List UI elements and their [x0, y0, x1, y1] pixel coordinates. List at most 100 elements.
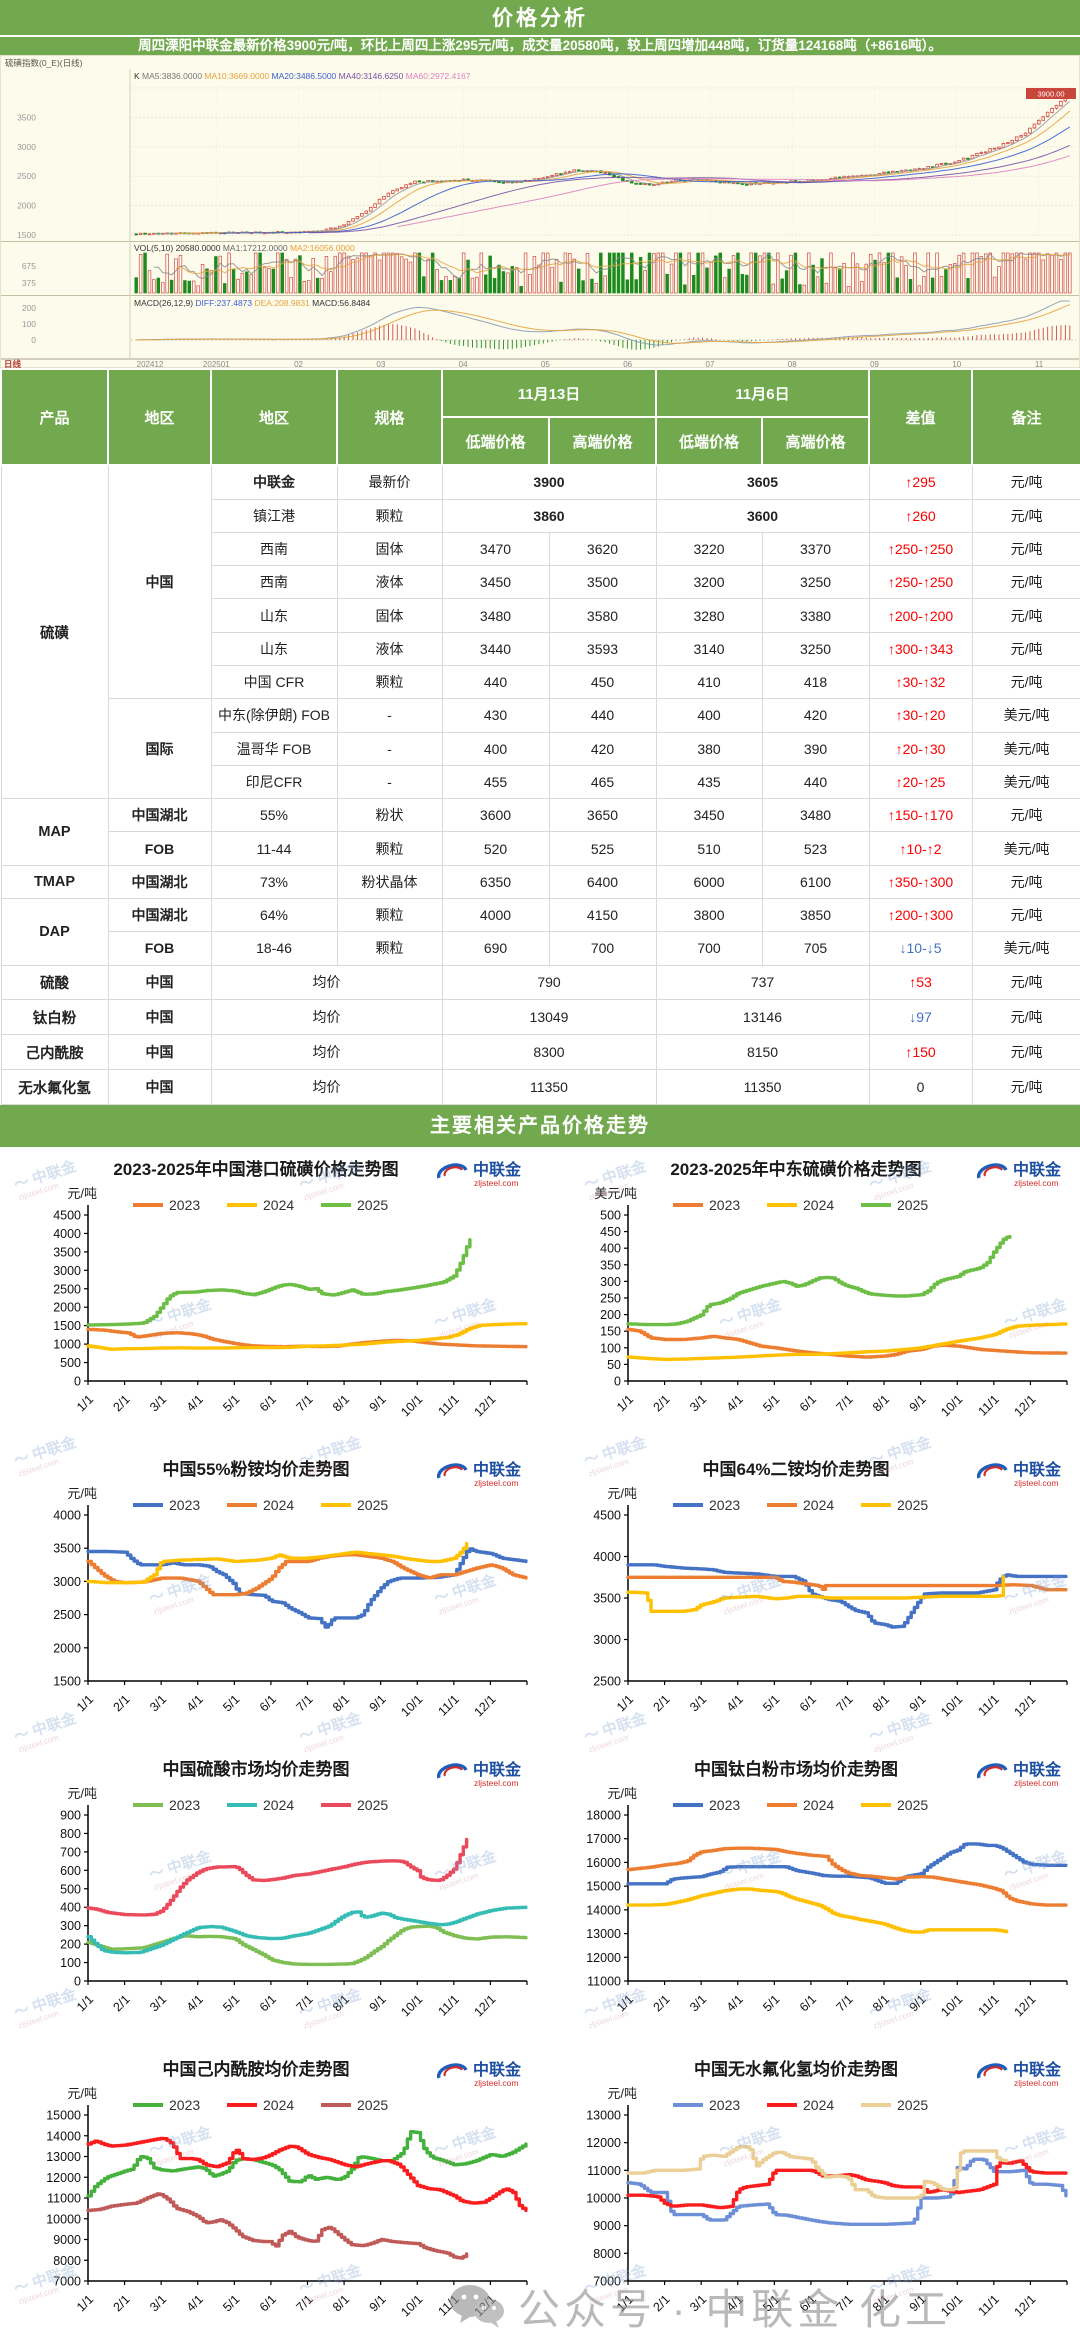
logo-text: 中联金	[1013, 1460, 1062, 1479]
svg-text:202501: 202501	[203, 360, 230, 368]
legend-label: 2023	[169, 1197, 200, 1213]
table-cell: 镇江港	[210, 498, 338, 533]
table-cell: 3370	[761, 531, 870, 567]
svg-text:100: 100	[60, 1956, 81, 1970]
kline-ma-readout: K MA5:3836.0000 MA10:3669.0000 MA20:3486…	[134, 71, 471, 81]
table-cell: 元/吨	[971, 631, 1080, 666]
table-cell: 元/吨	[971, 1034, 1080, 1071]
series-line-2024	[86, 2136, 528, 2213]
zljsteel-logo-icon	[436, 1463, 468, 1479]
table-cell: 颗粒	[336, 931, 443, 966]
svg-text:10: 10	[952, 360, 961, 368]
table-cell: 中国湖北	[107, 798, 212, 833]
table-cell: 3450	[441, 565, 550, 600]
product-cell: DAP	[0, 897, 109, 966]
table-cell: 3480	[761, 798, 870, 833]
svg-text:11000: 11000	[587, 1975, 621, 1989]
axis-unit-label: 元/吨	[67, 1786, 97, 1801]
table-header-cell: 11月6日	[655, 368, 871, 418]
legend-label: 2023	[709, 1497, 740, 1513]
svg-text:500: 500	[600, 1209, 621, 1223]
table-cell: 6350	[441, 864, 550, 899]
svg-text:800: 800	[60, 1827, 81, 1841]
table-cell: 3480	[441, 598, 550, 633]
table-cell: ↑150-↑170	[868, 798, 973, 833]
table-cell: 元/吨	[971, 897, 1080, 933]
table-cell: 4000	[441, 897, 550, 933]
series-line-2023	[86, 2130, 528, 2198]
product-cell: MAP	[0, 798, 109, 866]
svg-text:4000: 4000	[593, 1550, 621, 1564]
legend-label: 2023	[709, 2097, 740, 2113]
table-cell: ↑200-↑300	[868, 897, 973, 933]
svg-text:08: 08	[788, 360, 797, 368]
svg-text:3500: 3500	[17, 112, 36, 122]
table-cell: 11350	[655, 1069, 870, 1105]
table-cell: 737	[655, 964, 870, 1001]
table-cell: 西南	[210, 565, 338, 600]
series-line-2024	[626, 1322, 1068, 1362]
table-cell: 均价	[210, 999, 443, 1036]
svg-text:7000: 7000	[593, 2275, 621, 2289]
table-cell: 525	[548, 831, 657, 866]
summary-banner: 周四溧阳中联金最新价格3900元/吨，环比上周四上涨295元/吨，成交量2058…	[0, 37, 1080, 55]
svg-text:8000: 8000	[53, 2254, 81, 2268]
table-cell: ↑250-↑250	[868, 565, 973, 600]
logo-subtext: zljsteel.com	[1014, 2078, 1058, 2088]
series-line-2024	[626, 2159, 1068, 2210]
svg-text:13000: 13000	[586, 1927, 621, 1941]
table-cell: 418	[761, 664, 870, 700]
legend-label: 2023	[709, 1197, 740, 1213]
series-line-2025	[626, 2145, 1009, 2200]
table-cell: 390	[761, 731, 870, 766]
table-cell: 3850	[761, 897, 870, 933]
table-cell: 中东(除伊朗) FOB	[210, 698, 338, 733]
product-cell: 己内酰胺	[0, 1034, 109, 1071]
svg-text:3500: 3500	[53, 1245, 81, 1259]
table-row: 无水氟化氢 中国 均价 11350 11350 0 元/吨	[0, 1069, 1080, 1105]
table-cell: 山东	[210, 598, 338, 633]
kline-svg: 350030002500200015003900.00硫磺指数(0_E)(日线)…	[0, 54, 1080, 369]
svg-text:03: 03	[376, 360, 385, 368]
table-cell: 400	[441, 731, 550, 766]
table-cell: 700	[548, 931, 657, 966]
svg-text:2500: 2500	[593, 1675, 621, 1689]
svg-text:13000: 13000	[586, 2109, 621, 2123]
zljsteel-logo-icon	[976, 1463, 1008, 1479]
table-cell: 3900	[441, 464, 657, 500]
legend-label: 2024	[803, 2097, 834, 2113]
logo-text: 中联金	[473, 1460, 522, 1479]
table-cell: ↑295	[868, 464, 973, 500]
table-cell: 中国	[107, 1069, 212, 1105]
table-cell: 中国	[107, 999, 212, 1036]
table-header-cell: 低端价格	[441, 416, 550, 466]
svg-text:350: 350	[600, 1258, 621, 1272]
svg-text:10000: 10000	[586, 2192, 621, 2206]
table-header-cell: 高端价格	[547, 416, 658, 466]
logo-subtext: zljsteel.com	[474, 1778, 518, 1788]
table-cell: 6100	[761, 864, 870, 899]
table-cell: 均价	[210, 1034, 443, 1071]
svg-text:9000: 9000	[53, 2233, 81, 2247]
svg-text:4500: 4500	[53, 1209, 81, 1223]
svg-text:3000: 3000	[53, 1575, 81, 1589]
svg-text:11000: 11000	[587, 2164, 621, 2178]
table-header-cell: 高端价格	[761, 416, 871, 466]
legend-label: 2023	[169, 2097, 200, 2113]
axis-unit-label: 元/吨	[607, 1786, 637, 1801]
svg-text:3000: 3000	[53, 1264, 81, 1278]
table-cell: 523	[761, 831, 870, 866]
svg-text:1500: 1500	[17, 230, 36, 240]
table-cell: -	[336, 698, 443, 733]
table-cell: 3593	[548, 631, 657, 666]
legend-label: 2024	[263, 1197, 294, 1213]
axis-unit-label: 元/吨	[67, 2086, 97, 2101]
svg-text:05: 05	[541, 360, 550, 368]
svg-text:100: 100	[600, 1341, 621, 1355]
svg-text:400: 400	[60, 1901, 81, 1915]
logo-subtext: zljsteel.com	[1014, 1778, 1058, 1788]
